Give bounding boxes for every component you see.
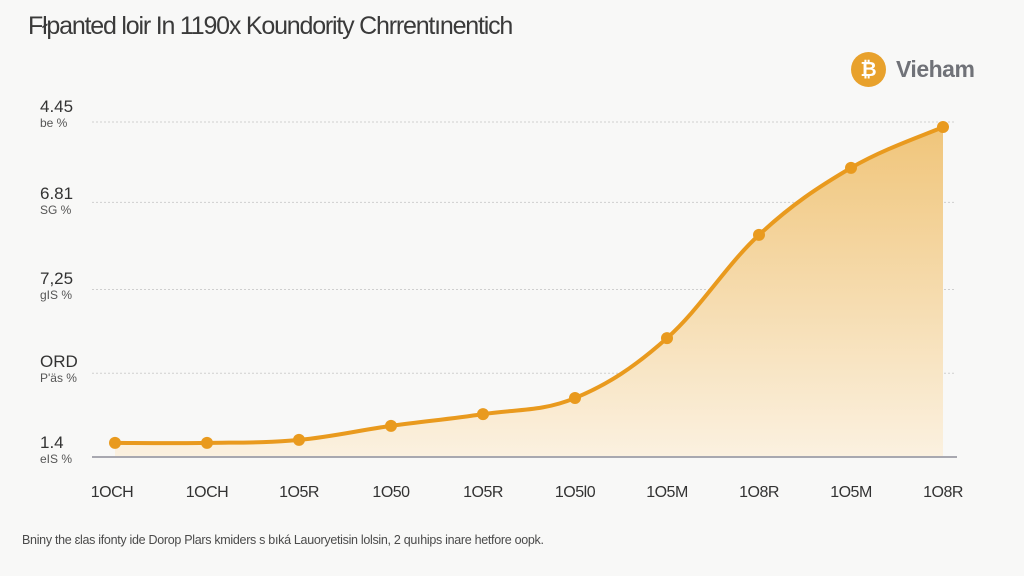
data-point (385, 419, 397, 432)
y-tick-label: 4.45 be % (40, 98, 90, 129)
series-line (113, 125, 945, 446)
x-tick-label: 1O8R (739, 484, 779, 501)
y-tick-value: 1.4 (40, 433, 64, 452)
footnote: Bniny the ɛlas ifonty ide Dorop Plars km… (22, 533, 544, 547)
data-point (477, 408, 489, 421)
y-tick-label: ORD P'äs % (40, 353, 90, 384)
y-tick-value: 7,25 (40, 269, 74, 288)
y-tick-label: 6.81 SG % (40, 185, 90, 216)
y-tick-unit: gIS % (40, 288, 73, 302)
x-tick-label: 1O5R (279, 484, 319, 501)
y-tick-unit: eIS % (40, 452, 73, 466)
y-tick-unit: be % (40, 116, 68, 130)
brand: ₿ Vieham (851, 52, 975, 87)
x-tick-label: 1O5M (646, 484, 688, 501)
data-point (937, 121, 949, 134)
data-point (293, 433, 305, 446)
x-tick-label: 1O5l0 (554, 484, 596, 501)
data-point (109, 436, 121, 449)
chart-title: Fłpanted loir In 1190x Koundority Chrren… (28, 12, 513, 40)
x-tick-label: 1OCH (185, 484, 229, 501)
y-tick-unit: SG % (40, 203, 72, 217)
y-tick-value: 4.45 (40, 97, 74, 116)
y-tick-value: 6.81 (40, 184, 74, 203)
x-tick-label: 1OCH (90, 484, 134, 501)
brand-name: Vieham (896, 56, 975, 82)
y-tick-unit: P'äs % (40, 371, 77, 385)
x-tick-label: 1O50 (372, 484, 410, 501)
y-tick-label: 1.4 eIS % (40, 434, 90, 465)
data-point (201, 436, 213, 449)
x-tick-label: 1O8R (923, 484, 963, 501)
bitcoin-icon: ₿ (851, 52, 886, 87)
data-point (753, 228, 765, 241)
data-point (661, 332, 673, 345)
data-point (845, 161, 857, 174)
data-point (569, 392, 581, 405)
area-fill (115, 127, 943, 458)
y-tick-label: 7,25 gIS % (40, 270, 90, 301)
x-tick-label: 1O5M (830, 484, 872, 501)
x-tick-label: 1O5R (463, 484, 503, 501)
y-tick-value: ORD (40, 352, 78, 371)
